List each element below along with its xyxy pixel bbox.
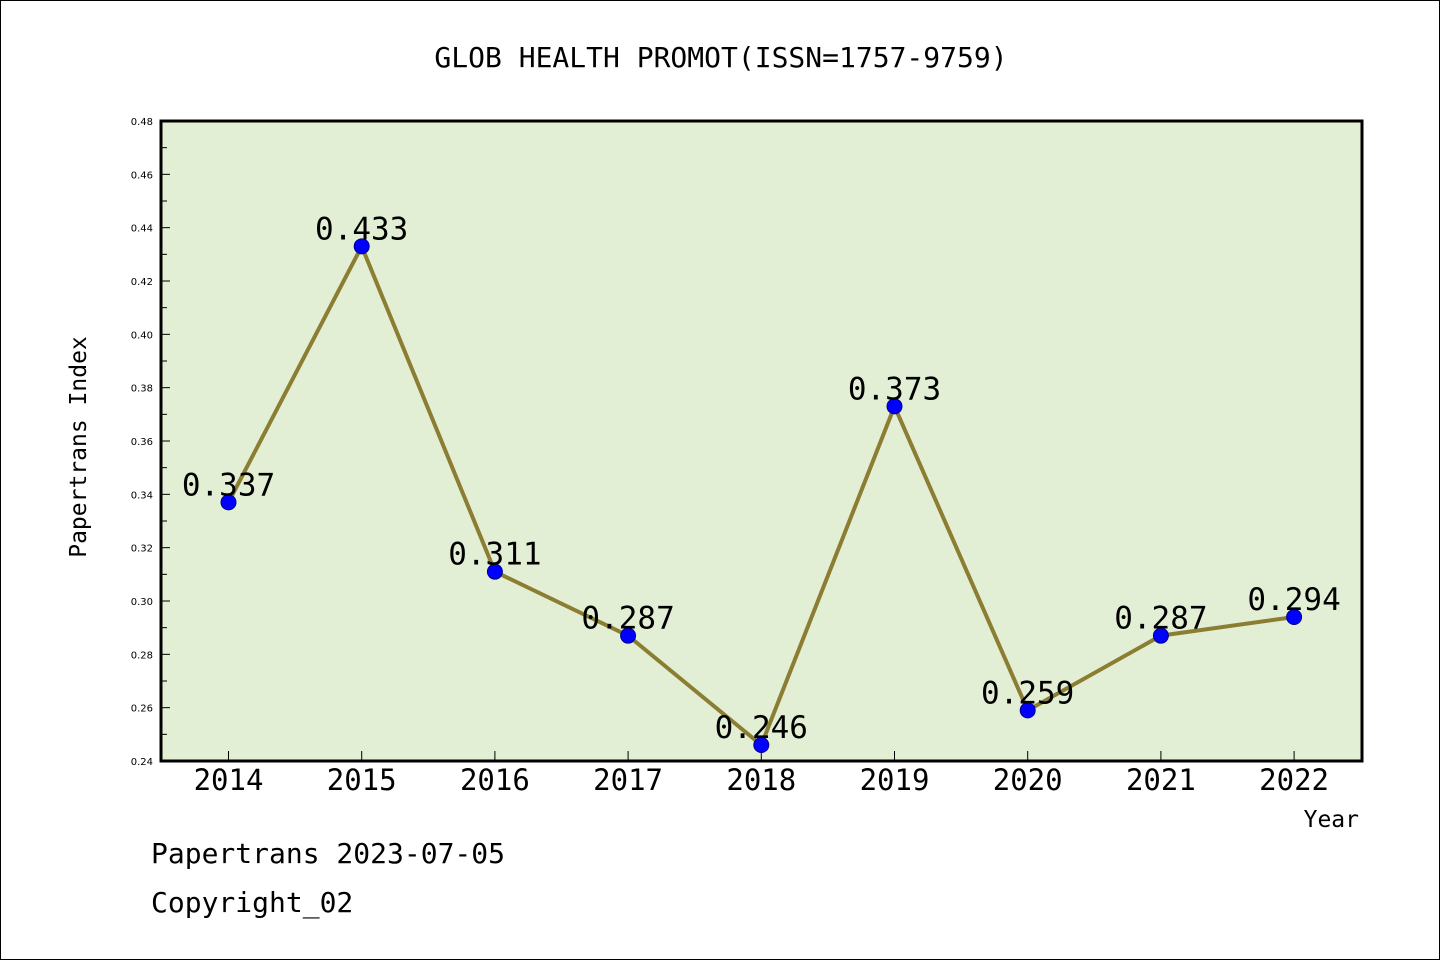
data-label: 0.433 xyxy=(315,211,408,247)
y-tick-label: 0.36 xyxy=(131,437,153,448)
data-point-marker xyxy=(886,398,903,415)
y-tick-label: 0.34 xyxy=(131,490,153,501)
data-point-marker xyxy=(1286,609,1303,625)
data-label: 0.373 xyxy=(848,371,941,407)
y-tick-label: 0.30 xyxy=(131,597,153,608)
series-layer xyxy=(220,238,1303,753)
y-axis-label: Papertrans Index xyxy=(66,336,92,558)
y-tick-label: 0.38 xyxy=(131,384,153,395)
y-tick-label: 0.26 xyxy=(131,704,153,715)
footer-date: Papertrans 2023-07-05 xyxy=(151,837,506,870)
plot-area xyxy=(159,119,1364,763)
x-tick-label: 2019 xyxy=(860,763,930,797)
chart-title: GLOB HEALTH PROMOT(ISSN=1757-9759) xyxy=(434,41,1007,74)
x-axis-label: Year xyxy=(1304,807,1359,833)
x-tick-label: 2021 xyxy=(1126,763,1196,797)
y-tick-label: 0.44 xyxy=(131,224,153,235)
data-point-marker xyxy=(753,737,770,753)
y-tick-label: 0.32 xyxy=(131,544,153,555)
x-tick-label: 2017 xyxy=(593,763,663,797)
data-point-marker xyxy=(220,494,237,511)
x-tick-label: 2018 xyxy=(726,763,796,797)
data-label: 0.246 xyxy=(715,710,808,746)
data-point-marker xyxy=(353,238,370,255)
y-tick-label: 0.28 xyxy=(131,650,153,661)
x-tick-label: 2014 xyxy=(194,763,264,797)
y-tick-label: 0.40 xyxy=(131,330,153,341)
data-label: 0.311 xyxy=(448,537,541,573)
data-label: 0.337 xyxy=(182,467,275,503)
x-tick-label: 2015 xyxy=(327,763,397,797)
data-labels: 0.337 0.433 0.311 0.287 0.246 0.373 0.259 0.287… xyxy=(182,211,1341,746)
data-point-marker xyxy=(486,563,503,580)
y-tick-label: 0.46 xyxy=(131,170,153,181)
data-point-marker xyxy=(1152,627,1169,644)
y-tick-label: 0.48 xyxy=(131,117,153,128)
x-tick-label: 2020 xyxy=(993,763,1063,797)
axis-ticks: 0.24 0.26 0.28 0.30 0.32 0.34 0.36 0.38 0.40 0.42… xyxy=(131,117,1329,797)
x-tick-label: 2022 xyxy=(1259,763,1329,797)
data-point-marker xyxy=(620,627,637,644)
y-tick-label: 0.24 xyxy=(131,757,153,768)
x-tick-label: 2016 xyxy=(460,763,530,797)
data-point-marker xyxy=(1019,702,1036,719)
footer-copyright: Copyright_02 xyxy=(151,886,354,919)
y-tick-label: 0.42 xyxy=(131,277,153,288)
data-label: 0.287 xyxy=(1114,601,1207,637)
data-label: 0.287 xyxy=(581,601,674,637)
data-label: 0.294 xyxy=(1247,582,1340,618)
data-label: 0.259 xyxy=(981,675,1074,711)
